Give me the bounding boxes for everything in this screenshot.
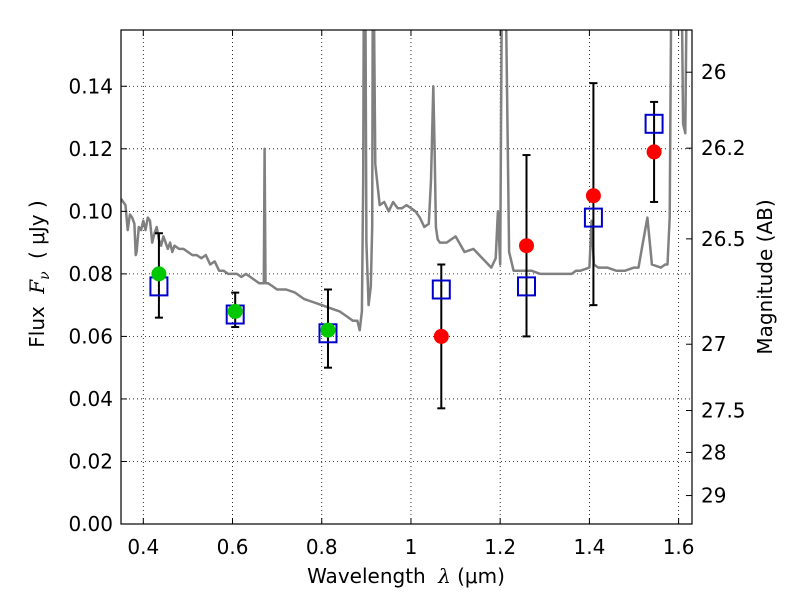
right-tick-label: 28 <box>701 440 726 464</box>
x-tick-label: 1 <box>405 535 418 559</box>
y-tick-label: 0.12 <box>68 137 113 161</box>
plot-frame <box>120 29 693 525</box>
right-tick-label: 26.5 <box>701 227 746 251</box>
y-tick-label: 0.08 <box>68 262 113 286</box>
observed-point <box>585 188 601 204</box>
synthetic-point <box>644 113 664 134</box>
y-axis-title-main: Flux <box>25 306 49 348</box>
right-tick-label: 26.2 <box>701 136 746 160</box>
y-tick-label: 0.10 <box>68 199 113 223</box>
right-tick-label: 27 <box>701 332 726 356</box>
right-tick-label: 26 <box>701 60 726 84</box>
observed-point <box>433 328 449 344</box>
observed-point <box>518 238 534 254</box>
synthetic-point <box>516 276 536 297</box>
y-tick-label: 0.14 <box>68 74 113 98</box>
x-tick-label: 0.6 <box>217 535 249 559</box>
x-tick-label: 0.4 <box>127 535 159 559</box>
synthetic-point <box>583 207 603 228</box>
model-spectrum-line <box>121 30 688 332</box>
x-axis-title-main: Wavelength <box>307 564 426 588</box>
ticks: 0.4 0.6 0.8 1 1.2 1.4 1.6 0.00 0.02 0.04 0.06 0.08 0… <box>68 30 746 559</box>
x-tick-label: 0.8 <box>306 535 338 559</box>
optical-point <box>151 266 167 282</box>
y-tick-label: 0.00 <box>68 512 113 536</box>
synthetic-point <box>431 279 451 300</box>
y-axis-title-symbol: F <box>25 279 49 295</box>
y-axis-title-subscript: ν <box>37 271 53 280</box>
y-axis-title: Flux Fν ( μJy ) <box>25 200 54 347</box>
x-axis-title-symbol: λ <box>437 564 451 588</box>
right-axis-title: Magnitude (AB) <box>753 199 777 354</box>
model-spectrum <box>121 30 688 332</box>
y-tick-label: 0.02 <box>68 449 113 473</box>
right-tick-label: 29 <box>701 484 726 508</box>
observed-point <box>646 144 662 160</box>
right-tick-label: 27.5 <box>701 399 746 423</box>
x-tick-label: 1.6 <box>663 535 695 559</box>
plot-area <box>121 30 692 524</box>
y-tick-label: 0.06 <box>68 324 113 348</box>
x-axis-title-unit: (μm) <box>457 564 505 588</box>
x-axis-title: Wavelength λ (μm) <box>307 564 505 588</box>
y-tick-label: 0.04 <box>68 387 113 411</box>
x-tick-label: 1.2 <box>484 535 516 559</box>
observed-dots <box>151 144 662 344</box>
optical-point <box>227 303 243 319</box>
y-axis-title-unit: ( μJy ) <box>25 200 49 259</box>
x-tick-label: 1.4 <box>573 535 605 559</box>
optical-point <box>320 322 336 338</box>
